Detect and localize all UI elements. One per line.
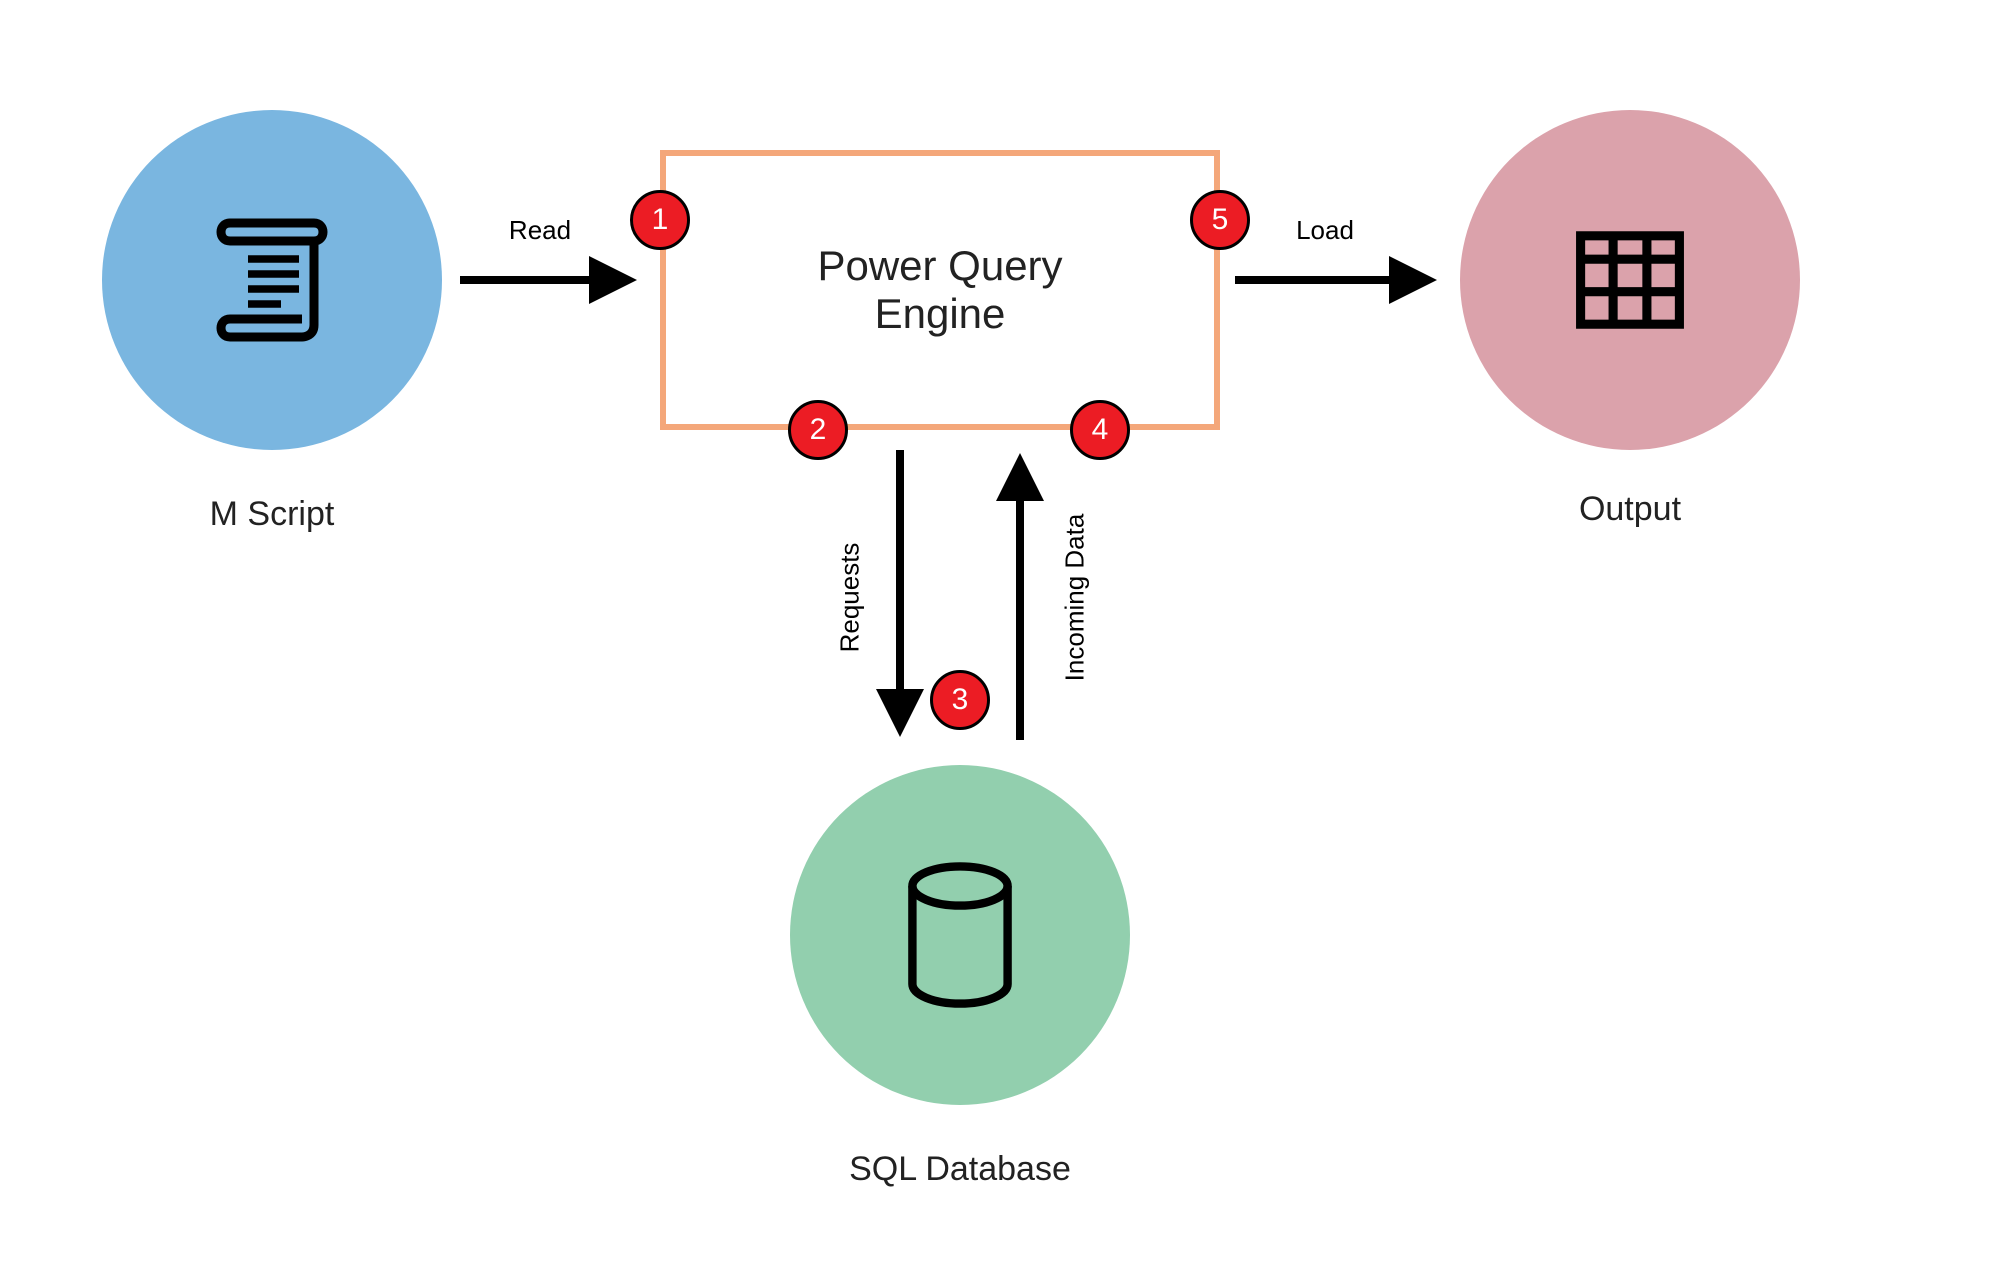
diagram-canvas: M Script Output SQL Database Power Query…	[0, 0, 1996, 1286]
edge-label-load: Load	[1285, 215, 1365, 246]
edge-label-read: Read	[500, 215, 580, 246]
badge-5: 5	[1190, 190, 1250, 250]
badge-1: 1	[630, 190, 690, 250]
badge-4: 4	[1070, 400, 1130, 460]
badge-2: 2	[788, 400, 848, 460]
badge-3: 3	[930, 670, 990, 730]
arrow-read	[0, 0, 1996, 1286]
edge-label-incoming: Incoming Data	[1060, 503, 1091, 693]
edge-label-requests: Requests	[835, 538, 866, 658]
